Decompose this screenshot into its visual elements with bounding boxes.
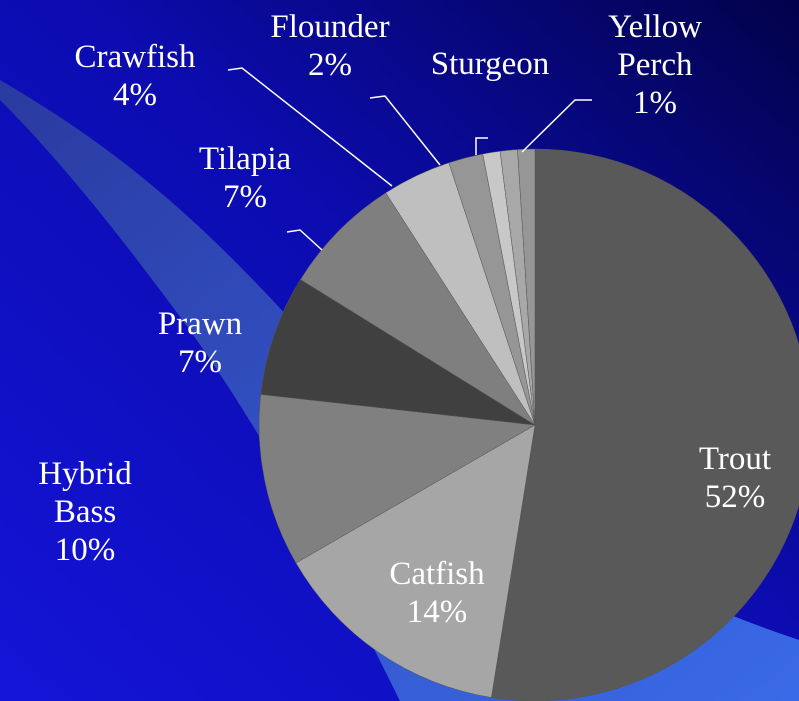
value-label: 1% <box>633 85 677 121</box>
pie-slice <box>491 148 799 701</box>
slice-label: Flounder 2% <box>250 8 410 84</box>
swoosh <box>0 80 799 701</box>
category-label: Tilapia <box>198 141 292 177</box>
category-label: Hybrid Bass <box>38 456 132 530</box>
leader-line <box>475 137 488 155</box>
pie-slice <box>258 394 536 564</box>
category-label: Prawn <box>157 306 243 342</box>
leader-line <box>369 95 441 166</box>
leader-line <box>227 67 393 187</box>
category-label: Flounder <box>270 9 390 45</box>
slice-label: Prawn 7% <box>130 305 270 381</box>
category-label: Yellow Perch <box>608 9 702 83</box>
slice-label: Trout 52% <box>675 440 795 516</box>
value-label: 4% <box>113 77 157 113</box>
pie-slice <box>517 148 536 426</box>
slice-label: Yellow Perch 1% <box>595 8 715 122</box>
slice-label: Tilapia 7% <box>175 140 315 216</box>
slice-label: Catfish 14% <box>367 555 507 631</box>
pie-slice <box>295 424 536 698</box>
slice-label: Crawfish 4% <box>55 38 215 114</box>
pie-slice <box>260 279 536 426</box>
slice-label: Hybrid Bass 10% <box>30 455 140 569</box>
category-label: Catfish <box>389 556 485 592</box>
category-label: Trout <box>698 441 772 477</box>
leader-lines <box>227 67 592 251</box>
leader-line <box>521 99 592 153</box>
leader-line <box>286 229 323 251</box>
value-label: 2% <box>308 47 352 83</box>
category-label: Crawfish <box>74 39 196 75</box>
value-label: 14% <box>406 594 468 630</box>
pie <box>258 148 799 701</box>
value-label: 7% <box>223 179 267 215</box>
value-label: 52% <box>704 479 766 515</box>
category-label: Sturgeon <box>430 46 550 82</box>
pie-slice <box>300 192 536 426</box>
value-label: 7% <box>178 344 222 380</box>
value-label: 10% <box>54 532 116 568</box>
slice-label: Sturgeon <box>410 45 570 83</box>
